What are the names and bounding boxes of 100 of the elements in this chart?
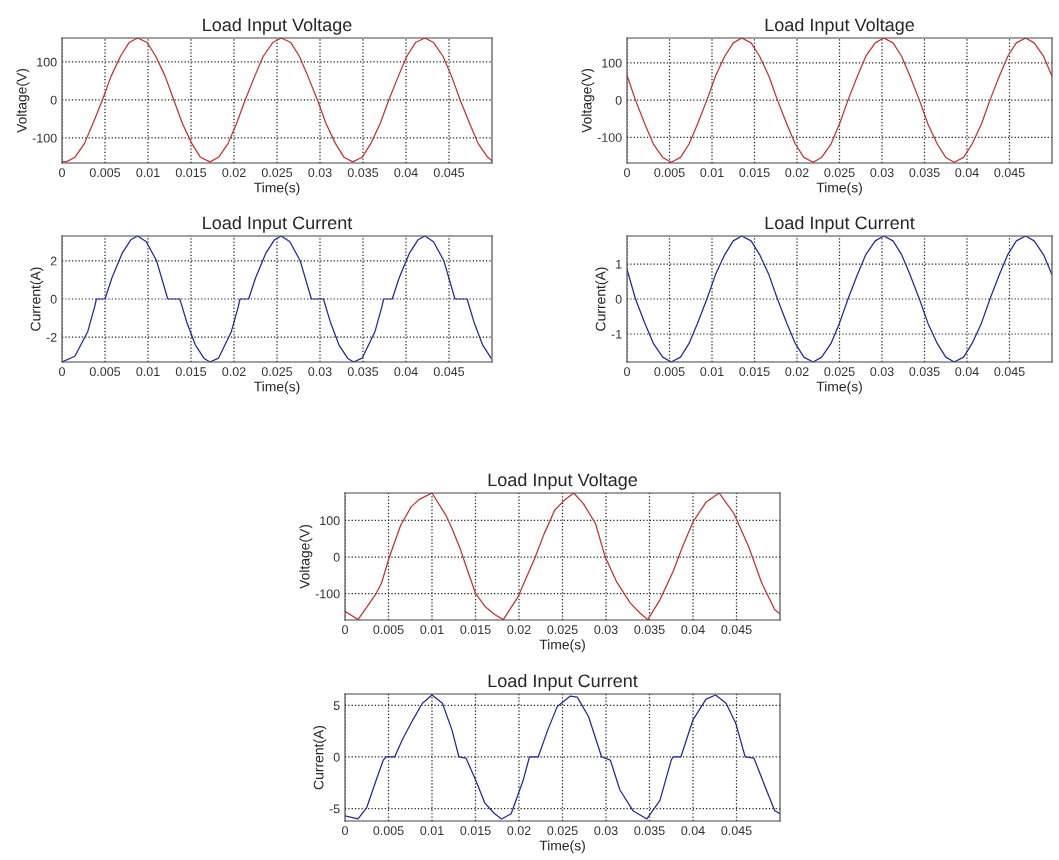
x-tick-label: 0.035 (347, 367, 379, 377)
x-tick-label: 0.005 (654, 367, 685, 377)
x-tick-label: 0.04 (955, 367, 979, 377)
y-tick-label: 2 (50, 256, 57, 266)
x-tick-label: 0.025 (261, 367, 293, 377)
x-tick-label: 0.025 (261, 168, 293, 178)
x-tick-label: 0.015 (739, 367, 770, 377)
y-tick-label: 1 (616, 259, 622, 269)
x-tick-label: 0.025 (547, 625, 578, 635)
x-tick-label: 0.02 (785, 367, 809, 377)
x-tick-label: 0.005 (89, 168, 121, 178)
x-tick-label: 0.03 (594, 826, 618, 836)
x-tick-label: 0 (342, 625, 348, 635)
line-series (345, 694, 780, 820)
x-tick-label: 0.01 (136, 168, 160, 178)
x-tick-label: 0.005 (373, 625, 404, 635)
x-tick-label: 0 (624, 168, 630, 178)
x-tick-label: 0.025 (824, 367, 855, 377)
x-tick-label: 0.04 (394, 367, 418, 377)
x-tick-label: 0.045 (994, 168, 1025, 178)
chart-title: Load Input Current (488, 673, 638, 691)
x-tick-label: 0.03 (870, 367, 894, 377)
x-tick-label: 0.03 (594, 625, 618, 635)
x-tick-label: 0 (624, 367, 630, 377)
line-series (62, 236, 492, 362)
y-tick-label: 0 (615, 294, 622, 304)
x-tick-label: 0.01 (420, 625, 444, 635)
x-tick-label: 0.015 (460, 625, 491, 635)
x-tick-label: 0 (59, 168, 65, 178)
x-tick-label: 0.005 (373, 826, 404, 836)
x-tick-label: 0.02 (507, 625, 531, 635)
y-axis-title: Current(A) (30, 267, 44, 331)
chart-title: Load Input Current (765, 215, 915, 233)
y-tick-label: 0 (50, 294, 57, 304)
y-tick-label: 100 (602, 58, 622, 68)
y-axis-title: Current(A) (595, 267, 609, 331)
x-tick-label: 0.04 (681, 826, 705, 836)
line-series (627, 236, 1052, 362)
x-tick-label: 0.015 (175, 168, 207, 178)
x-axis-title: Time(s) (539, 639, 585, 653)
x-tick-label: 0.015 (175, 367, 207, 377)
chart-title: Load Input Voltage (765, 17, 914, 35)
x-tick-label: 0.025 (547, 826, 578, 836)
x-tick-label: 0.005 (654, 168, 685, 178)
chart-title: Load Input Voltage (488, 472, 637, 490)
y-tick-label: -2 (46, 332, 57, 342)
y-axis-title: Voltage(V) (581, 68, 595, 133)
x-tick-label: 0.04 (681, 625, 705, 635)
line-series (627, 38, 1052, 163)
x-tick-label: 0.03 (308, 168, 332, 178)
x-tick-label: 0.01 (420, 826, 444, 836)
x-tick-label: 0.03 (870, 168, 894, 178)
x-axis-title: Time(s) (816, 182, 862, 196)
x-tick-label: 0 (59, 367, 65, 377)
x-tick-label: 0.03 (308, 367, 332, 377)
line-series (345, 493, 780, 620)
y-tick-label: -100 (597, 133, 622, 142)
x-tick-label: 0.04 (955, 168, 979, 178)
x-tick-label: 0.01 (136, 367, 160, 377)
x-tick-label: 0.01 (700, 367, 724, 377)
y-axis-title: Voltage(V) (16, 68, 30, 133)
x-axis-title: Time(s) (254, 182, 300, 196)
x-tick-label: 0.04 (394, 168, 418, 178)
x-tick-label: 0.045 (994, 367, 1025, 377)
x-axis-title: Time(s) (254, 381, 300, 395)
x-tick-label: 0.02 (785, 168, 809, 178)
y-tick-label: -5 (329, 804, 340, 814)
y-tick-label: 0 (50, 95, 57, 105)
x-tick-label: 0.045 (721, 625, 752, 635)
x-tick-label: 0.015 (739, 168, 770, 178)
line-series (62, 38, 492, 163)
chart-title: Load Input Voltage (203, 17, 352, 35)
x-tick-label: 0.02 (222, 367, 246, 377)
x-tick-label: 0.035 (347, 168, 379, 178)
x-tick-label: 0.02 (507, 826, 531, 836)
y-tick-label: 0 (615, 95, 622, 105)
y-tick-label: 5 (333, 701, 340, 711)
x-tick-label: 0.025 (824, 168, 855, 178)
y-tick-label: 0 (333, 752, 340, 762)
x-axis-title: Time(s) (816, 381, 862, 395)
x-tick-label: 0.01 (700, 168, 724, 178)
x-tick-label: 0.045 (433, 367, 465, 377)
y-tick-label: -100 (315, 589, 340, 599)
x-tick-label: 0.045 (433, 168, 465, 178)
x-tick-label: 0.015 (460, 826, 491, 836)
y-tick-label: -1 (611, 329, 622, 339)
y-tick-label: 0 (333, 552, 340, 562)
x-tick-label: 0.035 (909, 367, 940, 377)
x-axis-title: Time(s) (539, 840, 585, 854)
y-tick-label: 100 (37, 57, 57, 67)
x-tick-label: 0.045 (721, 826, 752, 836)
x-tick-label: 0.035 (909, 168, 940, 178)
x-tick-label: 0.02 (222, 168, 246, 178)
x-tick-label: 0.035 (634, 826, 665, 836)
y-tick-label: 100 (320, 516, 340, 526)
x-tick-label: 0.005 (89, 367, 121, 377)
chart-title: Load Input Current (203, 215, 353, 233)
y-tick-label: -100 (32, 133, 57, 143)
x-tick-label: 0.035 (634, 625, 665, 635)
y-axis-title: Voltage(V) (299, 524, 313, 589)
